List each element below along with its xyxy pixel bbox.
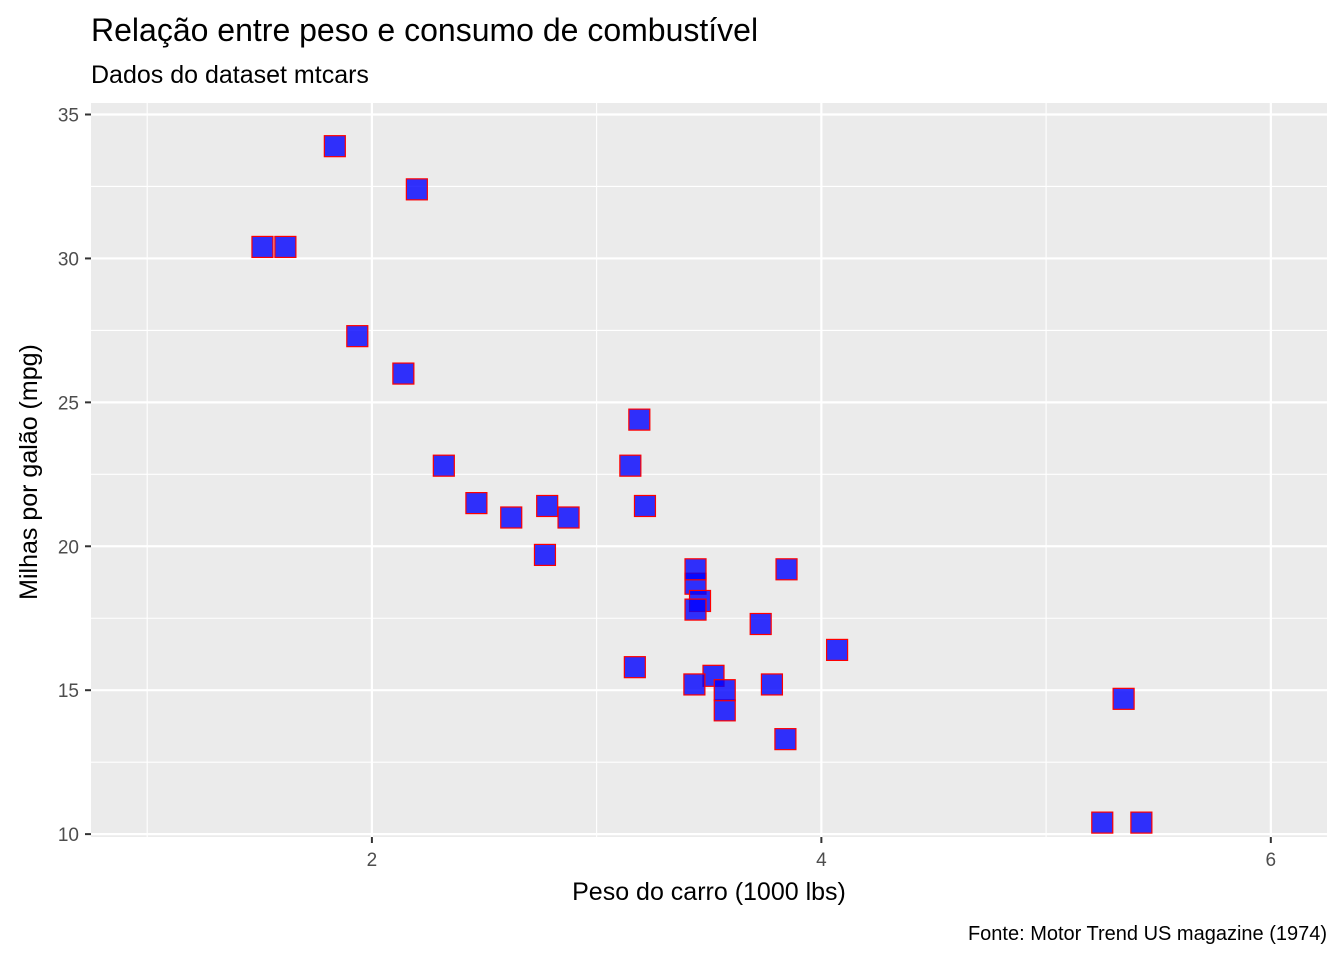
y-axis-title: Milhas por galão (mpg) bbox=[15, 344, 43, 600]
data-point bbox=[760, 673, 784, 696]
y-tick-label: 10 bbox=[58, 825, 79, 846]
data-point bbox=[825, 638, 849, 662]
data-point bbox=[713, 679, 736, 702]
data-point bbox=[628, 408, 651, 431]
data-point bbox=[432, 454, 455, 477]
y-tick-label: 35 bbox=[58, 106, 79, 127]
data-point bbox=[684, 558, 707, 581]
y-tick-label: 20 bbox=[58, 537, 79, 558]
data-point bbox=[775, 558, 798, 581]
chart-title: Relação entre peso e consumo de combustí… bbox=[91, 12, 758, 48]
data-points bbox=[251, 135, 1153, 834]
data-point bbox=[619, 454, 642, 477]
data-point bbox=[557, 506, 580, 529]
data-point bbox=[683, 673, 706, 696]
data-point bbox=[392, 362, 415, 385]
data-point bbox=[1112, 687, 1135, 710]
data-point bbox=[323, 135, 346, 158]
data-point bbox=[623, 656, 646, 679]
plot-panel bbox=[91, 103, 1327, 837]
data-point bbox=[465, 492, 488, 515]
grid-minor bbox=[91, 103, 1327, 837]
data-point bbox=[533, 543, 557, 567]
x-tick-label: 4 bbox=[816, 850, 827, 871]
data-point bbox=[633, 494, 657, 518]
x-tick-label: 6 bbox=[1266, 850, 1277, 871]
data-point bbox=[500, 506, 523, 529]
y-tick-label: 15 bbox=[58, 681, 79, 702]
x-tick-label: 2 bbox=[367, 850, 378, 871]
y-tick-label: 30 bbox=[58, 249, 79, 270]
x-axis-title: Peso do carro (1000 lbs) bbox=[572, 878, 846, 906]
chart-subtitle: Dados do dataset mtcars bbox=[91, 61, 369, 89]
y-tick-label: 25 bbox=[58, 393, 79, 414]
x-axis: 2 4 6 bbox=[367, 837, 1276, 871]
y-axis: 10 15 20 25 30 35 bbox=[58, 106, 91, 846]
data-point bbox=[346, 325, 369, 348]
data-point bbox=[1130, 811, 1153, 834]
data-point bbox=[274, 235, 297, 259]
data-point bbox=[749, 612, 772, 636]
data-point bbox=[536, 494, 559, 518]
data-point bbox=[774, 728, 797, 751]
data-point bbox=[684, 598, 707, 621]
chart-caption: Fonte: Motor Trend US magazine (1974) bbox=[968, 923, 1327, 945]
data-point bbox=[251, 235, 274, 259]
data-point bbox=[405, 178, 428, 201]
data-point bbox=[1091, 811, 1114, 834]
data-point bbox=[713, 699, 736, 722]
